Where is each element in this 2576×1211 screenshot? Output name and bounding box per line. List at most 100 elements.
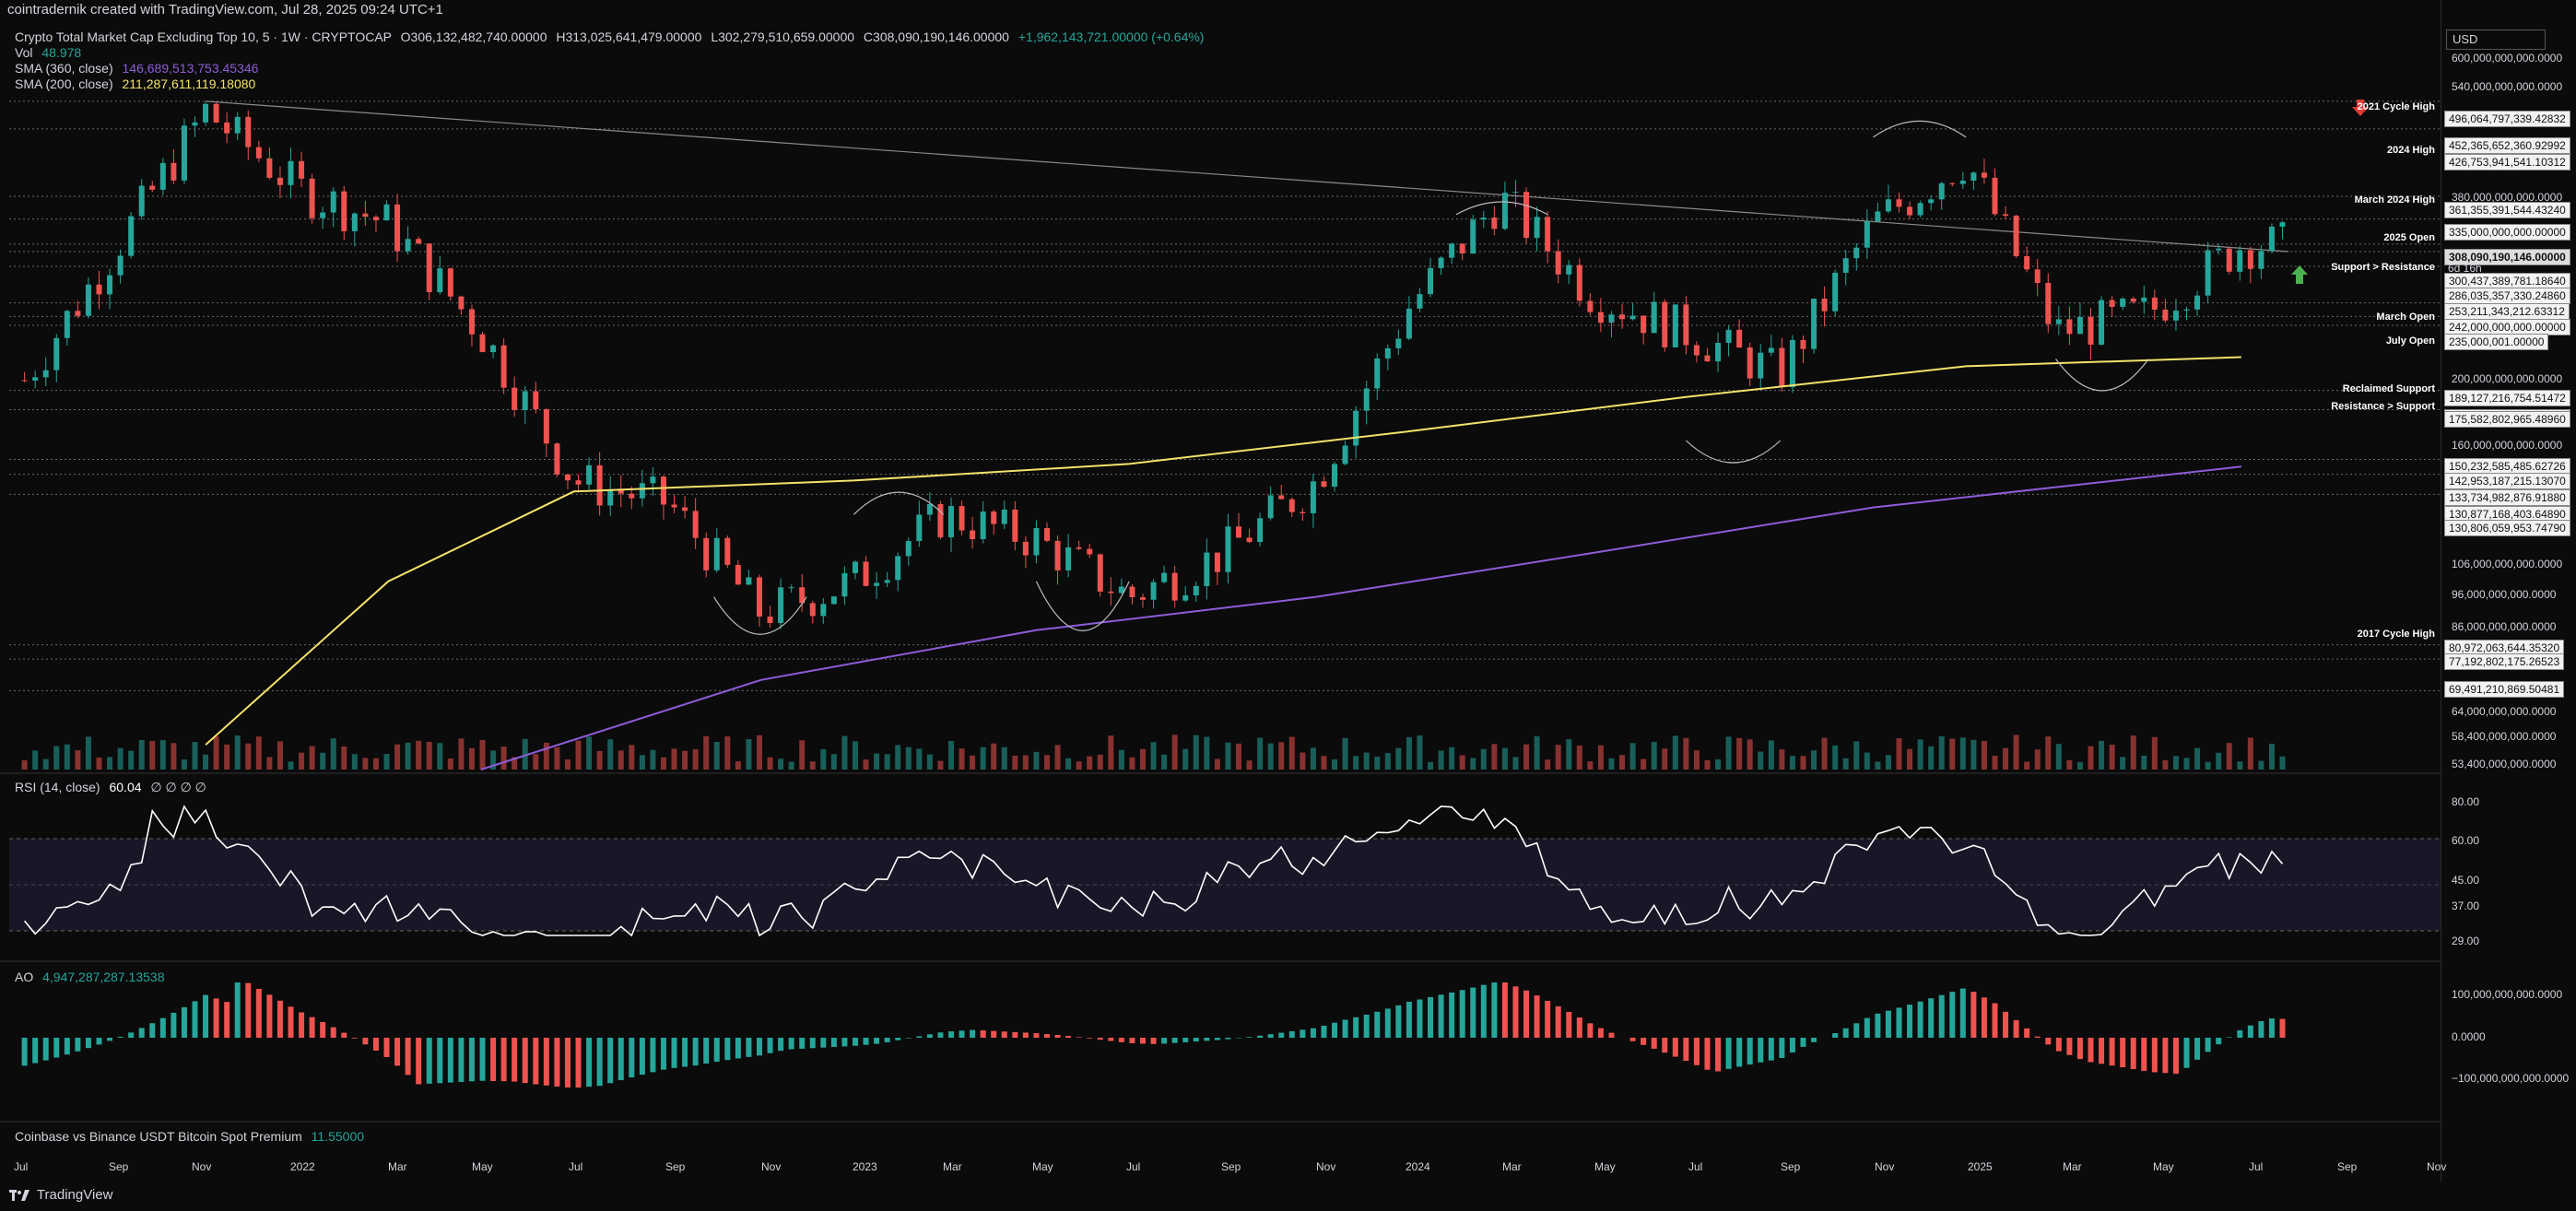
pane-divider-rsi[interactable] — [0, 772, 2441, 774]
sma200-legend[interactable]: SMA (200, close) 211,287,611,119.18080 — [15, 76, 255, 91]
volume-bar — [1875, 761, 1881, 770]
volume-bar — [1321, 756, 1327, 770]
price-box: 286,035,357,330.24860 — [2444, 288, 2570, 304]
volume-bar — [96, 757, 102, 770]
volume-bar — [1853, 741, 1860, 770]
volume-bar — [2088, 746, 2094, 770]
time-axis-tick: Nov — [761, 1160, 782, 1173]
ao-bar — [926, 1034, 933, 1038]
sma360-legend[interactable]: SMA (360, close) 146,689,513,753.45346 — [15, 61, 258, 76]
ao-bar — [788, 1038, 794, 1050]
premium-legend[interactable]: Coinbase vs Binance USDT Bitcoin Spot Pr… — [15, 1129, 364, 1144]
candle-body — [1811, 299, 1817, 349]
candle-body — [1608, 314, 1615, 323]
candle-body — [1747, 347, 1753, 379]
ao-legend[interactable]: AO 4,947,287,287.13538 — [15, 970, 164, 984]
candle-body — [1065, 547, 1072, 570]
annotation-arc — [1685, 440, 1782, 464]
candle-body — [2226, 248, 2232, 272]
volume-bar — [42, 758, 49, 770]
time-axis-tick: Sep — [1221, 1160, 1241, 1173]
ao-bar — [554, 1038, 560, 1087]
candle-body — [660, 476, 666, 505]
candle-body — [554, 443, 560, 475]
ao-bar — [1747, 1038, 1753, 1065]
candle-body — [1129, 586, 1135, 597]
volume-bar — [2162, 759, 2169, 770]
candle-body — [192, 122, 198, 126]
level-annotation: Resistance > Support — [2331, 401, 2435, 412]
candle-body — [756, 577, 762, 617]
ao-bar — [1949, 992, 1956, 1038]
time-axis-tick: Nov — [1875, 1160, 1895, 1173]
ao-bar — [1683, 1038, 1689, 1062]
candle-body — [2172, 311, 2179, 321]
price-box: 130,806,059,953.74790 — [2444, 520, 2570, 536]
volume-bar — [863, 759, 869, 770]
ao-bar — [1310, 1028, 1316, 1038]
candle-body — [181, 125, 187, 181]
ao-bar — [1395, 1005, 1402, 1038]
symbol-legend[interactable]: Crypto Total Market Cap Excluding Top 10… — [15, 29, 1204, 44]
pane-divider-premium[interactable] — [0, 1121, 2441, 1123]
tradingview-logo-icon — [9, 1190, 29, 1202]
price-axis-tick: 53,400,000,000.0000 — [2452, 758, 2557, 770]
volume-bar — [234, 735, 241, 770]
price-box: 452,365,652,360.92992 — [2444, 137, 2570, 154]
volume-bar — [1715, 758, 1722, 770]
volume-bar — [756, 735, 762, 770]
ao-bar — [2024, 1028, 2030, 1038]
price-box: 253,211,343,212.63312 — [2444, 303, 2570, 320]
candle-body — [1022, 541, 1029, 556]
volume-bar — [1672, 735, 1678, 770]
ao-bar — [1715, 1038, 1722, 1072]
ao-bar — [1470, 987, 1476, 1038]
ao-bar — [1992, 1003, 1998, 1038]
ao-bar — [564, 1038, 570, 1088]
volume-bar — [138, 739, 145, 770]
candle-body — [713, 537, 720, 570]
ao-bar — [1875, 1013, 1881, 1038]
candle-body — [1342, 445, 1348, 464]
ao-bar — [1758, 1038, 1764, 1063]
candle-body — [2279, 222, 2286, 227]
currency-selector[interactable]: USD — [2446, 29, 2546, 50]
rsi-legend[interactable]: RSI (14, close) 60.04 ∅ ∅ ∅ ∅ — [15, 780, 206, 795]
ao-bar — [1651, 1038, 1657, 1049]
candle-body — [1332, 464, 1338, 488]
level-annotation: 2024 High — [2387, 145, 2435, 156]
volume-bar — [181, 759, 187, 770]
candle-body — [405, 239, 411, 252]
tradingview-footer[interactable]: TradingView — [9, 1187, 112, 1203]
volume-bar — [1501, 747, 1508, 770]
ao-bar — [64, 1038, 70, 1055]
volume-bar — [351, 754, 358, 770]
time-axis-tick: Mar — [388, 1160, 407, 1173]
ao-bar — [1597, 1028, 1604, 1038]
volume-bar — [692, 748, 699, 770]
volume-bar — [1225, 742, 1231, 770]
candle-body — [1693, 345, 1700, 356]
candle-body — [351, 213, 358, 231]
candle-body — [970, 530, 976, 539]
candle-body — [85, 284, 91, 316]
ao-bar — [1672, 1038, 1678, 1057]
volume-bar — [85, 736, 91, 770]
ao-value: 4,947,287,287.13538 — [42, 970, 165, 984]
candle-body — [2120, 299, 2126, 307]
time-axis-tick: Mar — [1502, 1160, 1522, 1173]
candle-body — [138, 185, 145, 217]
candle-body — [383, 204, 390, 221]
volume-bar — [309, 746, 315, 770]
ao-bar — [159, 1017, 166, 1038]
volume-legend[interactable]: Vol 48.978 — [15, 45, 81, 60]
pane-divider-ao[interactable] — [0, 960, 2441, 962]
ao-bar — [2109, 1038, 2115, 1066]
volume-bar — [1981, 740, 1987, 770]
candle-body — [1619, 314, 1626, 320]
ao-bar — [852, 1038, 858, 1046]
candle-body — [788, 587, 794, 589]
ao-bar — [1576, 1017, 1582, 1038]
ao-bar — [1566, 1011, 1572, 1038]
